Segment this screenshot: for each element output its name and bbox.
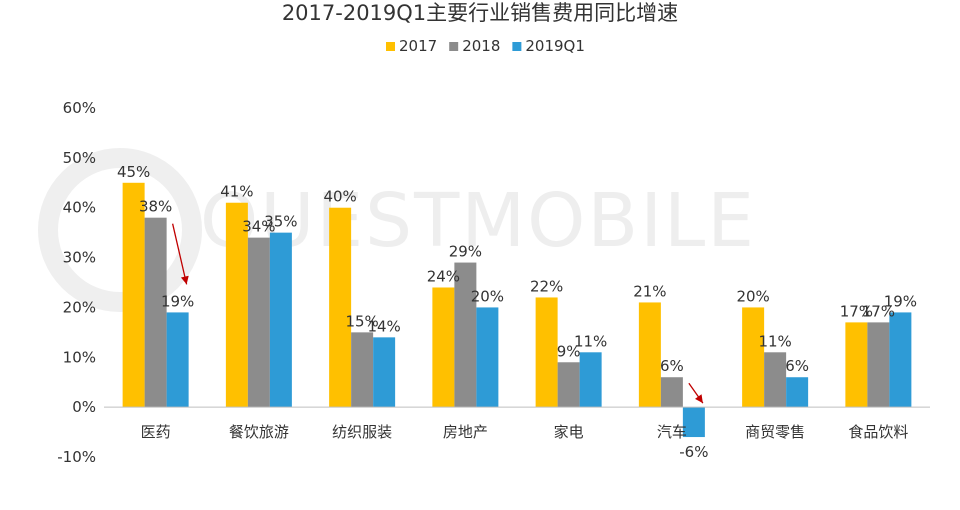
- legend-label-2018: 2018: [462, 37, 500, 55]
- y-tick-label: 30%: [63, 249, 96, 267]
- data-label-2017-房地产: 24%: [427, 267, 460, 285]
- annotations: [171, 223, 704, 404]
- bar-2017-房地产: [432, 287, 455, 408]
- data-label-2019Q1-房地产: 20%: [471, 287, 504, 305]
- data-label-2017-家电: 22%: [530, 277, 563, 295]
- bar-2017-食品饮料: [845, 322, 868, 408]
- data-labels: 45% 38% 19% 41% 34%35% 40% 15%14% 24% 29% 20% 22% 9…: [117, 163, 917, 461]
- legend-swatch-2019Q1: [512, 42, 522, 51]
- bar-2018-房地产: [454, 262, 477, 408]
- data-label-2019Q1-纺织服装: 14%: [367, 317, 400, 335]
- bar-2019Q1-食品饮料: [889, 312, 912, 408]
- data-label-2018-餐饮旅游: 34%: [242, 218, 275, 236]
- bar-2017-家电: [535, 297, 558, 408]
- y-tick-label: 60%: [63, 99, 96, 117]
- data-label-2017-纺织服装: 40%: [323, 188, 356, 206]
- bar-2019Q1-餐饮旅游: [269, 232, 292, 408]
- bar-2018-餐饮旅游: [247, 237, 270, 408]
- data-label-2019Q1-餐饮旅游: 35%: [264, 213, 297, 231]
- watermark-text: QUESTMOBILE: [200, 178, 756, 264]
- y-tick-label: 20%: [63, 298, 96, 316]
- annotation-arrow-医药: [171, 223, 189, 285]
- data-label-2017-食品饮料: 17%: [840, 302, 873, 320]
- bar-2018-汽车: [660, 377, 683, 408]
- bars: [122, 182, 912, 438]
- legend-swatch-2018: [449, 42, 459, 51]
- data-label-2018-汽车: 6%: [660, 357, 684, 375]
- bar-2017-纺织服装: [329, 207, 352, 408]
- category-label: 汽车: [657, 423, 687, 441]
- y-tick-label: 10%: [63, 348, 96, 366]
- bar-2019Q1-家电: [579, 352, 602, 408]
- chart-title: 2017-2019Q1主要行业销售费用同比增速: [282, 1, 678, 25]
- legend-label-2019Q1: 2019Q1: [525, 37, 585, 55]
- bar-2017-商贸零售: [742, 307, 765, 408]
- category-label: 商贸零售: [745, 423, 805, 441]
- data-label-2019Q1-家电: 11%: [574, 332, 607, 350]
- bar-2018-医药: [144, 217, 167, 408]
- data-label-2018-食品饮料: 17%: [862, 302, 895, 320]
- arrow-head: [180, 275, 189, 285]
- data-label-2018-商贸零售: 11%: [758, 332, 791, 350]
- data-label-2019Q1-汽车: -6%: [679, 443, 708, 461]
- bar-2019Q1-商贸零售: [786, 377, 809, 408]
- bar-2017-汽车: [638, 302, 661, 408]
- category-label: 纺织服装: [332, 423, 392, 441]
- y-tick-label: 0%: [72, 398, 96, 416]
- category-label: 房地产: [443, 423, 488, 441]
- category-label: 医药: [141, 423, 171, 441]
- legend-label-2017: 2017: [399, 37, 437, 55]
- data-label-2017-餐饮旅游: 41%: [220, 183, 253, 201]
- arrow-shaft: [171, 223, 188, 285]
- arrow-head: [695, 394, 703, 404]
- bar-2019Q1-纺织服装: [373, 337, 396, 408]
- watermark-logo-ring: [38, 148, 202, 312]
- category-labels: 医药 餐饮旅游 纺织服装 房地产 家电 汽车 商贸零售 食品饮料: [141, 423, 909, 441]
- category-label: 食品饮料: [848, 423, 908, 441]
- data-label-2018-医药: 38%: [139, 198, 172, 216]
- bar-2018-纺织服装: [351, 332, 374, 408]
- y-tick-label: 40%: [63, 199, 96, 217]
- data-label-2017-汽车: 21%: [633, 282, 666, 300]
- watermark: QUESTMOBILE: [38, 148, 756, 312]
- data-label-2017-商贸零售: 20%: [736, 287, 769, 305]
- y-tick-label: 50%: [63, 149, 96, 167]
- data-label-2018-房地产: 29%: [449, 243, 482, 261]
- bar-2019Q1-房地产: [476, 307, 499, 408]
- category-label: 家电: [554, 423, 584, 441]
- category-label: 餐饮旅游: [229, 423, 289, 441]
- data-label-2017-医药: 45%: [117, 163, 150, 181]
- legend: 2017 2018 2019Q1: [386, 37, 585, 55]
- bar-2018-家电: [557, 362, 580, 408]
- data-label-2018-纺织服装: 15%: [345, 312, 378, 330]
- y-axis: 60% 50% 40% 30% 20% 10% 0% -10%: [57, 99, 96, 466]
- y-tick-label: -10%: [57, 448, 96, 466]
- bar-2018-食品饮料: [867, 322, 890, 408]
- bar-2018-商贸零售: [764, 352, 787, 408]
- bar-2017-医药: [122, 182, 145, 408]
- data-label-2018-家电: 9%: [557, 342, 581, 360]
- annotation-arrow-汽车: [688, 382, 704, 404]
- bar-2019Q1-医药: [166, 312, 189, 408]
- bar-2019Q1-汽车: [682, 407, 705, 438]
- data-label-2019Q1-商贸零售: 6%: [785, 357, 809, 375]
- data-label-2019Q1-医药: 19%: [161, 292, 194, 310]
- data-label-2019Q1-食品饮料: 19%: [884, 292, 917, 310]
- bar-2017-餐饮旅游: [225, 202, 248, 408]
- legend-swatch-2017: [386, 42, 395, 51]
